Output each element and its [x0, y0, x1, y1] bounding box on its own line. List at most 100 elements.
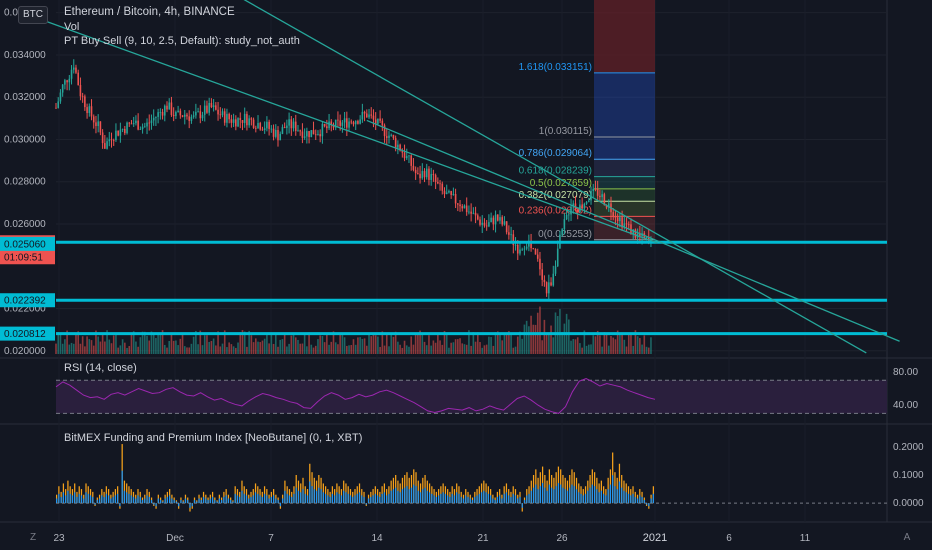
- premium-bar: [541, 483, 544, 504]
- premium-bar: [259, 495, 261, 504]
- volume-bar: [445, 333, 448, 354]
- volume-bar: [288, 343, 290, 354]
- premium-bar: [372, 495, 374, 504]
- candle-body: [72, 67, 75, 70]
- volume-bar: [314, 345, 317, 354]
- candle-body: [381, 120, 384, 126]
- volume-bar: [632, 345, 634, 354]
- volume-bar: [55, 343, 57, 354]
- candle-body: [596, 189, 599, 196]
- premium-bar: [499, 495, 501, 504]
- volume-bar: [232, 346, 235, 354]
- volume-bar: [614, 339, 617, 354]
- auto-scale-button[interactable]: A: [903, 532, 911, 543]
- candle-body: [321, 123, 324, 137]
- vol-legend: Vol: [64, 21, 80, 33]
- premium-bar: [532, 487, 535, 504]
- candle-body: [274, 129, 277, 137]
- premium-bar: [451, 493, 453, 504]
- volume-bar: [221, 343, 224, 354]
- volume-bar: [350, 345, 353, 354]
- premium-bar: [164, 498, 166, 504]
- premium-bar: [548, 484, 551, 504]
- fib-level-label: 0.5(0.027659): [530, 178, 592, 189]
- premium-bar: [424, 487, 426, 504]
- premium-bar: [110, 498, 112, 504]
- premium-bar: [582, 495, 584, 504]
- volume-bar: [341, 334, 344, 354]
- premium-bar: [621, 487, 623, 504]
- candle-body: [179, 110, 182, 116]
- premium-bar: [221, 500, 223, 504]
- volume-bar: [72, 343, 75, 354]
- funding-tick-label: 0.1000: [893, 470, 924, 481]
- premium-bar: [544, 487, 546, 504]
- premium-bar: [245, 495, 248, 504]
- premium-bar: [415, 486, 417, 504]
- candle-body: [399, 144, 401, 151]
- premium-bar: [347, 493, 349, 504]
- candle-body: [235, 119, 237, 127]
- candle-body: [576, 209, 579, 213]
- volume-bar: [483, 345, 486, 354]
- candle-body: [392, 134, 395, 139]
- premium-bar: [453, 495, 456, 504]
- premium-bar: [612, 475, 614, 504]
- candle-body: [228, 113, 230, 120]
- premium-bar: [426, 490, 428, 504]
- time-tick-label: 26: [556, 533, 568, 544]
- premium-bar: [76, 496, 78, 504]
- candle-body: [481, 222, 484, 225]
- candle-body: [163, 105, 166, 116]
- premium-bar: [243, 493, 245, 504]
- premium-bar: [501, 498, 503, 504]
- volume-bar: [385, 333, 388, 354]
- candle-body: [57, 101, 60, 108]
- premium-bar: [410, 487, 413, 504]
- candle-body: [448, 191, 450, 193]
- premium-bar: [652, 493, 654, 504]
- premium-bar: [539, 486, 541, 504]
- volume-bar: [110, 343, 113, 354]
- premium-bar: [399, 492, 401, 504]
- volume-bar: [306, 346, 308, 354]
- candle-body: [388, 135, 390, 138]
- volume-bar: [596, 330, 599, 354]
- candle-body: [261, 129, 264, 131]
- candle-body: [66, 80, 68, 83]
- volume-bar: [157, 333, 159, 354]
- symbol-badge[interactable]: BTC: [18, 6, 48, 24]
- fib-zone: [594, 72, 655, 138]
- premium-bar: [121, 470, 123, 504]
- premium-bar: [248, 498, 250, 504]
- premium-bar: [494, 500, 496, 504]
- premium-bar: [293, 493, 295, 504]
- volume-bar: [117, 347, 119, 354]
- time-tick-label: 7: [268, 533, 274, 544]
- premium-bar: [89, 495, 92, 504]
- premium-bar: [261, 496, 263, 504]
- zoom-button[interactable]: Z: [29, 532, 37, 543]
- volume-bar: [328, 344, 330, 354]
- volume-bar: [623, 339, 626, 354]
- volume-bar: [370, 336, 373, 354]
- premium-bar: [162, 501, 164, 504]
- volume-bar: [310, 344, 313, 354]
- volume-bar: [308, 332, 310, 354]
- candle-body: [508, 232, 510, 235]
- volume-bar: [297, 339, 299, 354]
- candle-body: [408, 155, 410, 157]
- volume-bar: [66, 330, 68, 354]
- candle-body: [534, 249, 537, 255]
- volume-bar: [312, 347, 315, 354]
- premium-bar: [230, 500, 232, 504]
- premium-bar: [211, 496, 214, 504]
- candle-body: [525, 246, 528, 249]
- premium-bar: [275, 498, 277, 504]
- rsi-band: [56, 380, 887, 414]
- premium-bar: [510, 496, 512, 504]
- candle-body: [539, 258, 541, 270]
- candle-body: [137, 120, 139, 130]
- candle-body: [614, 217, 617, 218]
